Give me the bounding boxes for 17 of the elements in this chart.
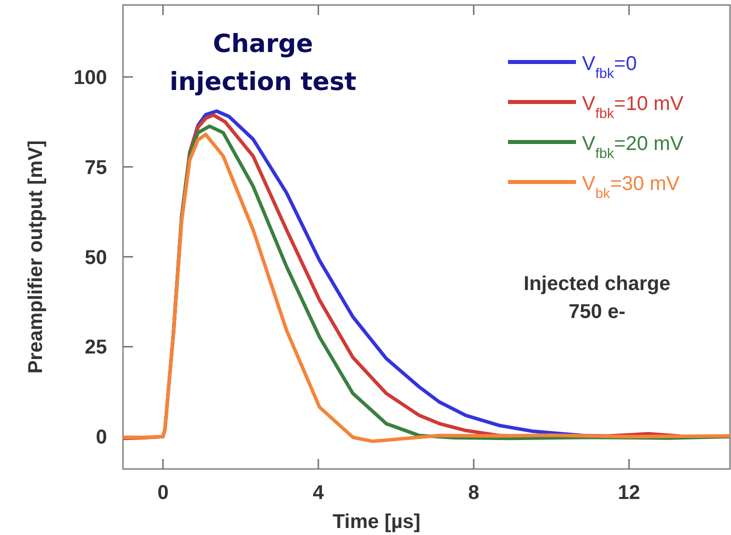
y-tick-label: 0 xyxy=(96,426,107,449)
y-tick-label: 50 xyxy=(84,246,107,269)
y-tick-label: 100 xyxy=(74,66,107,89)
x-axis-title: Time [µs] xyxy=(332,511,420,533)
x-tick-label: 8 xyxy=(468,482,480,504)
x-tick-label: 0 xyxy=(157,482,169,504)
y-axis-title: Preamplifier output [mV] xyxy=(25,140,47,374)
legend-label: V$_{fbk}$=0 xyxy=(582,53,637,81)
legend-label: V$_{fbk}$=10 mV xyxy=(582,93,684,121)
legend-label: V$_{bk}$=30 mV xyxy=(582,173,680,201)
y-tick-label: 75 xyxy=(84,156,107,179)
x-tick-label: 4 xyxy=(312,482,325,504)
y-tick-label: 25 xyxy=(84,336,107,359)
x-tick-label: 12 xyxy=(618,482,640,504)
legend-label: V$_{fbk}$=20 mV xyxy=(582,133,684,161)
annotation: Injected charge 750 e- xyxy=(524,273,670,323)
text: Charge injection test xyxy=(170,29,356,96)
